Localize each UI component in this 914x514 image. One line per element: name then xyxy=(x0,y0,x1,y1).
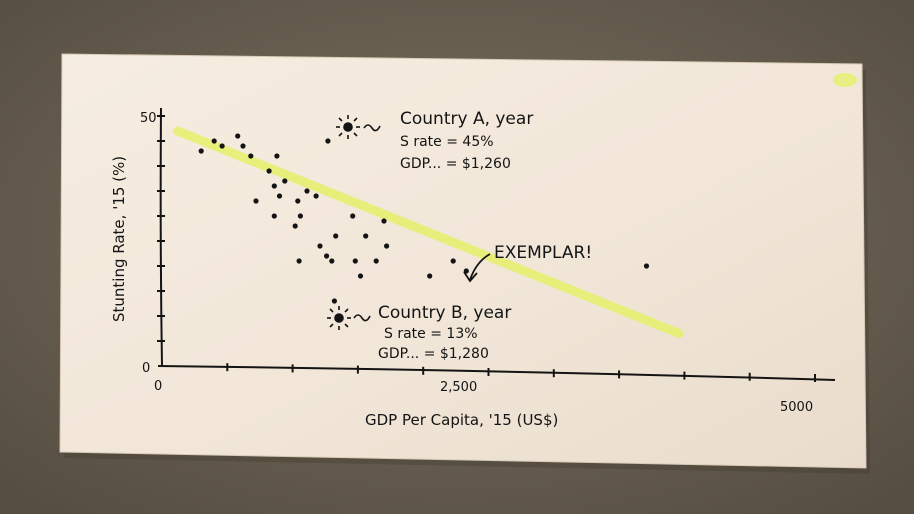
data-point-15 xyxy=(292,223,298,229)
y-axis-title: Stunting Rate, '15 (%) xyxy=(110,156,128,322)
y-tick-label-bottom: 0 xyxy=(142,361,150,376)
y-tick-label-top: 50 xyxy=(140,111,157,126)
annotation-a-rate: S rate = 45% xyxy=(400,134,494,150)
squiggle-connector xyxy=(363,124,381,132)
data-point-10 xyxy=(276,193,283,199)
data-point-12 xyxy=(282,178,288,184)
data-point-18 xyxy=(304,188,310,194)
data-point-5 xyxy=(240,143,246,149)
data-point-13 xyxy=(253,198,259,204)
data-point-2 xyxy=(211,138,217,144)
trend-line xyxy=(173,126,684,338)
x-axis-title: GDP Per Capita, '15 (US$) xyxy=(365,411,558,429)
data-point-9 xyxy=(274,153,280,159)
data-point-36 xyxy=(643,263,650,269)
data-point-1 xyxy=(198,148,204,154)
data-point-14 xyxy=(295,198,301,204)
data-point-21 xyxy=(324,253,330,259)
y-axis-ticks xyxy=(157,115,165,342)
data-point-16 xyxy=(296,258,302,264)
annotation-b-gdp: GDP... = $1,280 xyxy=(378,346,489,362)
data-point-32 xyxy=(373,258,379,264)
data-point-26 xyxy=(381,218,387,224)
x-axis-ticks xyxy=(226,363,816,382)
data-point-6 xyxy=(248,153,254,159)
highlighter-smudge xyxy=(833,73,857,87)
annotation-b-title: Country B, year xyxy=(378,303,511,323)
data-point-4 xyxy=(235,133,241,139)
data-point-30 xyxy=(352,258,358,264)
data-point-24 xyxy=(350,213,356,219)
x-tick-label-start: 0 xyxy=(154,379,162,394)
data-point-8 xyxy=(271,183,277,189)
data-point-17 xyxy=(297,213,303,219)
scatter-points xyxy=(198,133,650,304)
x-tick-label-end: 5000 xyxy=(780,400,813,415)
exemplar-label: EXEMPLAR! xyxy=(494,243,592,263)
sun-icon xyxy=(327,306,351,330)
data-point-27 xyxy=(384,243,390,249)
data-point-20 xyxy=(317,243,323,249)
annotation-a-title: Country A, year xyxy=(400,109,533,129)
data-point-22 xyxy=(329,258,335,264)
data-point-31 xyxy=(357,273,364,279)
annotation-country-a: Country A, year S rate = 45% GDP... = $1… xyxy=(336,109,533,172)
data-point-11 xyxy=(271,213,277,219)
data-point-29 xyxy=(331,298,337,304)
data-point-23 xyxy=(333,233,339,239)
x-axis-line xyxy=(157,365,836,381)
sun-icon xyxy=(336,115,360,139)
arrow-icon xyxy=(463,253,491,283)
exemplar-callout: EXEMPLAR! xyxy=(463,243,592,283)
squiggle-connector xyxy=(353,314,371,322)
data-point-34 xyxy=(450,258,456,264)
data-point-19 xyxy=(313,193,319,199)
x-tick-label-mid: 2,500 xyxy=(440,380,477,395)
data-point-25 xyxy=(363,233,369,239)
data-point-33 xyxy=(427,273,433,279)
data-point-28 xyxy=(325,138,331,144)
annotation-country-b: Country B, year S rate = 13% GDP... = $1… xyxy=(327,303,511,362)
data-point-7 xyxy=(266,168,272,174)
annotation-a-gdp: GDP... = $1,260 xyxy=(400,156,511,172)
data-point-3 xyxy=(219,143,225,149)
annotation-b-rate: S rate = 13% xyxy=(384,326,478,342)
